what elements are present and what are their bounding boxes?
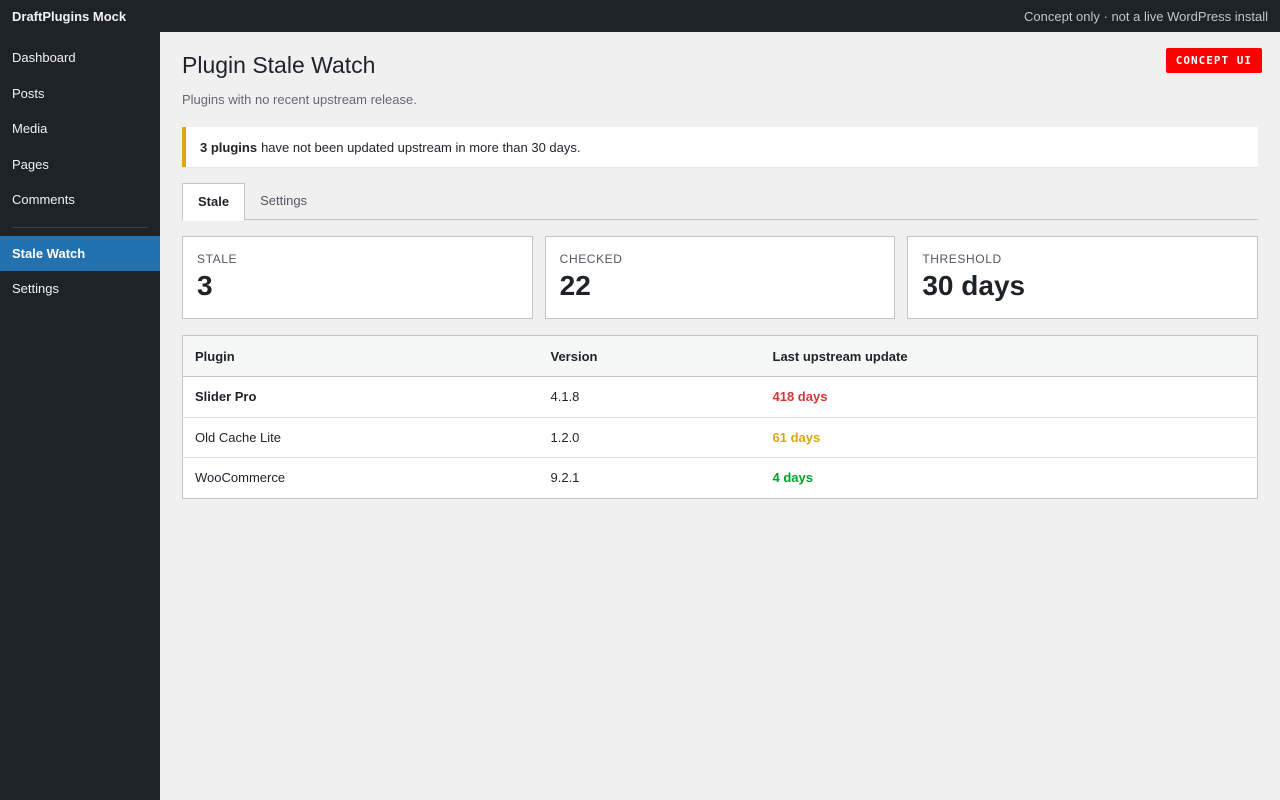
stat-card-threshold: THRESHOLD 30 days	[907, 236, 1259, 319]
version-cell: 1.2.0	[538, 417, 761, 458]
plugins-table: Plugin Version Last upstream update Slid…	[182, 335, 1258, 499]
last-update-cell: 4 days	[772, 470, 813, 486]
sidebar-item-pages[interactable]: Pages	[12, 156, 49, 172]
sidebar-item-media[interactable]: Media	[12, 121, 48, 136]
concept-badge: CONCEPT UI	[1165, 48, 1262, 73]
stat-value: 22	[559, 270, 591, 301]
table-body: Slider Pro 4.1.8 418 days Old Cache Lite 1.2…	[182, 376, 1258, 499]
column-header-version[interactable]: Version	[538, 335, 761, 377]
alert-text: have not been updated upstream in more t…	[261, 139, 581, 155]
table-row[interactable]: WooCommerce 9.2.1 4 days	[183, 458, 1258, 499]
admin-bar-notice: Concept only · not a live WordPress inst…	[1024, 8, 1268, 24]
stat-label: THRESHOLD	[922, 252, 1002, 266]
stat-card-stale: STALE 3	[182, 236, 533, 319]
alert-count: 3 plugins	[200, 139, 258, 155]
sidebar: Dashboard Posts Media Pages Comments Sta…	[0, 32, 160, 800]
plugin-name-cell[interactable]: Slider Pro	[182, 376, 539, 418]
table-row[interactable]: Slider Pro 4.1.8 418 days	[182, 376, 1258, 418]
site-name[interactable]: DraftPlugins Mock	[12, 8, 127, 24]
version-cell: 9.2.1	[550, 470, 580, 486]
table-row[interactable]: Old Cache Lite 1.2.0 61 days	[182, 417, 1258, 458]
last-update-cell: 418 days	[760, 376, 1258, 418]
sidebar-divider	[12, 226, 148, 228]
last-update-cell: 61 days	[760, 417, 1258, 458]
table-header-row: Plugin Version Last upstream update	[182, 335, 1258, 377]
sidebar-item-comments[interactable]: Comments	[12, 192, 75, 207]
sidebar-item-settings[interactable]: Settings	[12, 281, 59, 296]
sidebar-item-dashboard[interactable]: Dashboard	[12, 50, 76, 65]
column-header-plugin[interactable]: Plugin	[182, 335, 539, 377]
admin-bar: DraftPlugins Mock Concept only · not a l…	[0, 0, 1280, 32]
stat-cards: STALE 3 CHECKED 22 THRESHOLD 30 days	[182, 236, 1259, 319]
tab-bar: Stale Settings	[182, 183, 1258, 221]
sidebar-item-stale-watch[interactable]: Stale Watch	[0, 235, 160, 271]
version-cell: 4.1.8	[538, 376, 761, 418]
plugin-name-cell[interactable]: Old Cache Lite	[182, 417, 539, 458]
stat-card-checked: CHECKED 22	[544, 236, 896, 319]
stale-alert: 3 plugins have not been updated upstream…	[182, 127, 1258, 167]
plugin-name-cell[interactable]: WooCommerce	[195, 470, 286, 486]
page-title: Plugin Stale Watch	[182, 52, 376, 78]
tab-stale[interactable]: Stale	[182, 183, 246, 221]
sidebar-item-posts[interactable]: Posts	[12, 85, 45, 101]
stat-label: CHECKED	[559, 252, 623, 266]
main-content: Plugin Stale Watch Plugins with no recen…	[160, 32, 1280, 800]
page-subtitle: Plugins with no recent upstream release.	[182, 92, 417, 107]
stat-value: 3	[197, 270, 213, 301]
stat-value: 30 days	[922, 270, 1026, 301]
tab-settings[interactable]: Settings	[260, 193, 308, 208]
column-header-last-update[interactable]: Last upstream update	[760, 335, 1258, 377]
stat-label: STALE	[197, 252, 238, 266]
